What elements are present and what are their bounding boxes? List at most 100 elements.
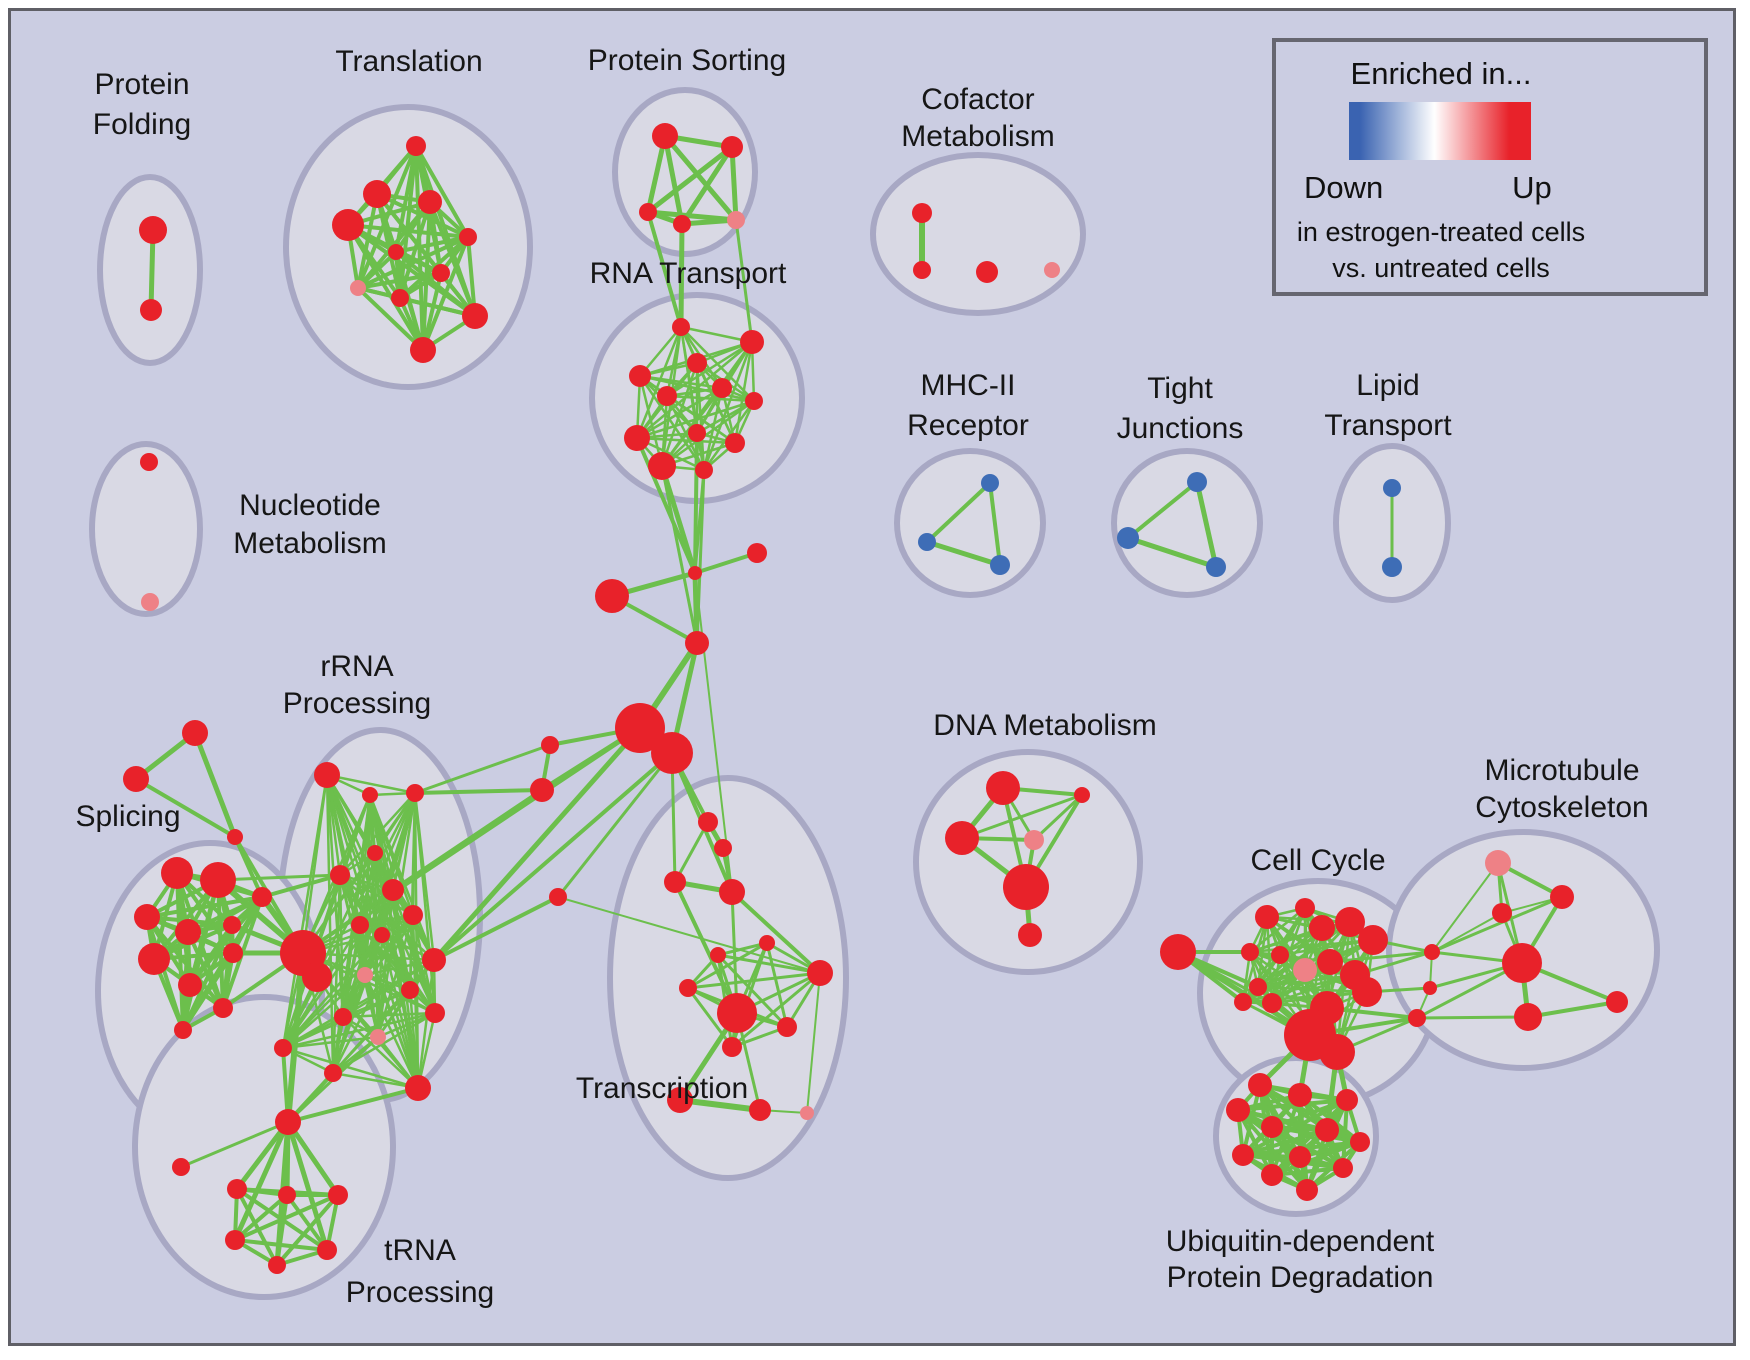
- legend-caption-line2: vs. untreated cells: [1332, 253, 1550, 283]
- node-tc1: [710, 947, 726, 963]
- edge: [281, 913, 415, 1050]
- cluster-label-transcription-line1: Transcription: [576, 1072, 748, 1105]
- node-rt10: [725, 433, 745, 453]
- edge: [188, 895, 264, 987]
- cluster-label-trna-processing-line2: Processing: [346, 1276, 494, 1309]
- node-rt12: [695, 461, 713, 479]
- cluster-label-rna-transport-line1: RNA Transport: [590, 257, 787, 290]
- node-tr2: [332, 209, 364, 241]
- edge: [678, 221, 685, 330]
- edge: [338, 873, 345, 1019]
- edge: [635, 436, 697, 575]
- edge: [356, 192, 379, 290]
- edge: [635, 399, 756, 440]
- node-sp8: [178, 973, 202, 997]
- node-tj1: [1187, 472, 1207, 492]
- edge: [1236, 1098, 1349, 1112]
- node-cc3: [1309, 915, 1335, 941]
- edge: [145, 895, 264, 919]
- node-rr17: [324, 1064, 342, 1082]
- edge: [232, 1119, 291, 1243]
- edge: [192, 730, 238, 840]
- node-ps4: [673, 215, 691, 233]
- cluster-ellipse-trna-processing: [132, 994, 396, 1300]
- node-spt2: [123, 766, 149, 792]
- cluster-label-protein-folding-line2: Folding: [93, 108, 191, 141]
- edge: [635, 340, 754, 440]
- edge: [260, 873, 342, 899]
- node-cc5: [1358, 925, 1388, 955]
- node-ps3: [639, 203, 657, 221]
- node-cn3: [1408, 1009, 1426, 1027]
- node-sp7: [138, 943, 170, 975]
- edge: [1126, 480, 1199, 540]
- edge: [233, 1193, 340, 1242]
- node-dm1: [986, 771, 1020, 805]
- edge: [376, 888, 395, 1039]
- node-tc7: [722, 1037, 742, 1057]
- edge: [346, 223, 425, 352]
- node-sp9: [223, 943, 243, 963]
- edge: [356, 271, 443, 290]
- cluster-label-dna-metabolism-line1: DNA Metabolism: [933, 709, 1156, 742]
- node-rr1: [314, 762, 340, 788]
- edge: [1278, 938, 1375, 957]
- edge: [286, 1086, 420, 1124]
- node-rr9: [374, 927, 390, 943]
- node-rt6: [712, 378, 732, 398]
- cluster-ellipse-dna-metabolism: [913, 749, 1143, 975]
- node-rr12: [357, 967, 373, 983]
- edge: [341, 888, 395, 1019]
- node-tn6: [268, 1256, 286, 1274]
- node-cc12: [1249, 978, 1267, 996]
- cluster-label-protein-sorting-line1: Protein Sorting: [588, 44, 786, 77]
- edge: [659, 463, 698, 576]
- cluster-label-tight-junctions-line2: Junctions: [1117, 412, 1244, 445]
- edge: [281, 973, 367, 1050]
- edge: [716, 941, 769, 957]
- edge: [765, 941, 789, 1029]
- node-rr10: [422, 948, 446, 972]
- edge: [413, 788, 544, 795]
- node-mt2: [1550, 885, 1574, 909]
- node-ps2: [721, 136, 743, 158]
- node-rt9: [688, 424, 706, 442]
- node-rr3: [406, 784, 424, 802]
- edge: [1032, 793, 1084, 842]
- node-cc4: [1335, 907, 1365, 937]
- edge: [662, 133, 685, 227]
- node-tniso: [172, 1158, 190, 1176]
- node-pf2: [140, 299, 162, 321]
- node-tnhub: [275, 1109, 301, 1135]
- edge: [1270, 1140, 1362, 1177]
- edge: [677, 1097, 763, 1113]
- node-t4: [719, 879, 745, 905]
- edge: [356, 235, 470, 290]
- edge: [1415, 1015, 1530, 1020]
- node-ub7: [1350, 1132, 1370, 1152]
- node-dm5: [1003, 864, 1049, 910]
- edge: [925, 481, 992, 544]
- edge: [557, 896, 821, 974]
- node-sp11: [174, 1021, 192, 1039]
- node-cf4: [1044, 262, 1060, 278]
- node-nm1: [140, 453, 158, 471]
- node-cc8: [1293, 958, 1317, 982]
- node-cc2: [1295, 898, 1315, 918]
- edge: [716, 953, 822, 975]
- edge: [806, 972, 821, 1114]
- node-tn1: [227, 1179, 247, 1199]
- edge: [356, 250, 398, 290]
- edge: [281, 1015, 345, 1050]
- node-tr8: [350, 280, 366, 296]
- edge: [645, 144, 735, 215]
- edge: [338, 791, 417, 877]
- node-mt1: [1485, 850, 1511, 876]
- node-cf1: [912, 203, 932, 223]
- node-cc17: [1319, 1034, 1355, 1070]
- node-tn2: [278, 1186, 296, 1204]
- node-ub5: [1261, 1116, 1283, 1138]
- node-t3: [664, 871, 686, 893]
- edge: [670, 751, 677, 884]
- cluster-label-microtubule-line2: Cytoskeleton: [1475, 791, 1648, 824]
